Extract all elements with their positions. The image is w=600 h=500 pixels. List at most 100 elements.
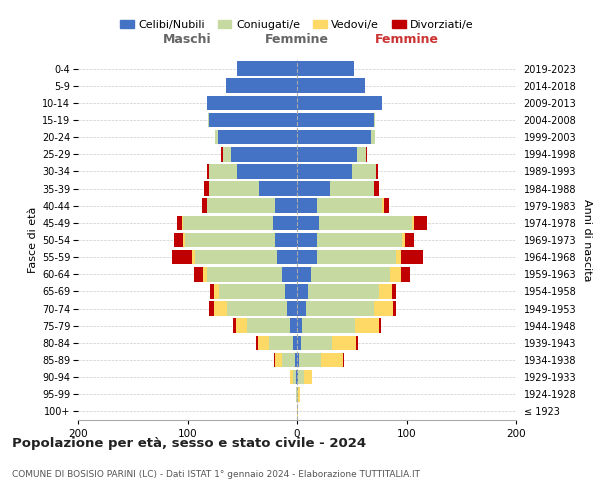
- Bar: [214, 284, 219, 298]
- Bar: [390, 267, 401, 281]
- Bar: [297, 352, 299, 368]
- Bar: [185, 232, 275, 248]
- Bar: [214, 302, 227, 316]
- Bar: [298, 387, 300, 402]
- Bar: [237, 62, 297, 76]
- Bar: [236, 318, 247, 333]
- Bar: [332, 336, 356, 350]
- Bar: [207, 96, 297, 110]
- Bar: [343, 352, 344, 368]
- Bar: [304, 370, 313, 384]
- Text: Femmine: Femmine: [374, 32, 439, 46]
- Bar: [297, 62, 354, 76]
- Bar: [293, 370, 296, 384]
- Bar: [204, 182, 209, 196]
- Bar: [203, 267, 207, 281]
- Bar: [275, 198, 297, 213]
- Bar: [356, 336, 358, 350]
- Bar: [182, 216, 183, 230]
- Bar: [383, 198, 389, 213]
- Bar: [402, 232, 406, 248]
- Bar: [297, 318, 302, 333]
- Bar: [355, 318, 379, 333]
- Bar: [379, 318, 382, 333]
- Bar: [297, 404, 298, 418]
- Text: Popolazione per età, sesso e stato civile - 2024: Popolazione per età, sesso e stato civil…: [12, 438, 366, 450]
- Bar: [376, 164, 378, 178]
- Bar: [209, 182, 259, 196]
- Bar: [412, 216, 414, 230]
- Bar: [317, 232, 402, 248]
- Bar: [194, 267, 203, 281]
- Bar: [297, 78, 365, 93]
- Bar: [192, 250, 195, 264]
- Bar: [277, 250, 297, 264]
- Text: COMUNE DI BOSISIO PARINI (LC) - Dati ISTAT 1° gennaio 2024 - Elaborazione TUTTIT: COMUNE DI BOSISIO PARINI (LC) - Dati IST…: [12, 470, 420, 479]
- Bar: [275, 352, 281, 368]
- Bar: [374, 182, 379, 196]
- Bar: [296, 370, 297, 384]
- Bar: [395, 250, 401, 264]
- Bar: [211, 284, 214, 298]
- Bar: [209, 302, 214, 316]
- Bar: [297, 96, 382, 110]
- Bar: [215, 130, 218, 144]
- Bar: [297, 147, 357, 162]
- Bar: [202, 198, 207, 213]
- Bar: [371, 130, 375, 144]
- Bar: [352, 164, 376, 178]
- Bar: [274, 352, 275, 368]
- Bar: [297, 250, 317, 264]
- Legend: Celibi/Nubili, Coniugati/e, Vedovi/e, Divorziati/e: Celibi/Nubili, Coniugati/e, Vedovi/e, Di…: [116, 15, 478, 34]
- Bar: [306, 302, 374, 316]
- Bar: [259, 182, 297, 196]
- Bar: [275, 232, 297, 248]
- Bar: [237, 164, 297, 178]
- Bar: [295, 352, 297, 368]
- Bar: [297, 130, 371, 144]
- Bar: [247, 318, 290, 333]
- Bar: [297, 216, 319, 230]
- Bar: [394, 302, 395, 316]
- Bar: [256, 336, 257, 350]
- Bar: [297, 387, 298, 402]
- Bar: [195, 250, 277, 264]
- Bar: [208, 112, 209, 128]
- Bar: [319, 216, 412, 230]
- Bar: [297, 284, 308, 298]
- Bar: [257, 336, 269, 350]
- Bar: [297, 182, 330, 196]
- Bar: [296, 387, 297, 402]
- Bar: [207, 164, 209, 178]
- Bar: [317, 198, 382, 213]
- Bar: [297, 198, 317, 213]
- Bar: [290, 318, 297, 333]
- Bar: [226, 78, 297, 93]
- Bar: [297, 112, 374, 128]
- Bar: [374, 112, 375, 128]
- Bar: [301, 336, 332, 350]
- Bar: [285, 284, 297, 298]
- Bar: [299, 352, 321, 368]
- Text: Femmine: Femmine: [265, 32, 329, 46]
- Bar: [176, 216, 182, 230]
- Bar: [227, 302, 287, 316]
- Bar: [302, 318, 355, 333]
- Bar: [298, 370, 304, 384]
- Bar: [297, 267, 311, 281]
- Y-axis label: Fasce di età: Fasce di età: [28, 207, 38, 273]
- Bar: [207, 267, 281, 281]
- Bar: [382, 198, 383, 213]
- Bar: [221, 147, 223, 162]
- Bar: [308, 284, 379, 298]
- Bar: [297, 164, 352, 178]
- Bar: [392, 284, 395, 298]
- Bar: [219, 284, 285, 298]
- Bar: [321, 352, 343, 368]
- Bar: [406, 232, 414, 248]
- Bar: [401, 250, 423, 264]
- Bar: [293, 336, 297, 350]
- Bar: [183, 232, 185, 248]
- Text: Maschi: Maschi: [163, 32, 212, 46]
- Bar: [374, 302, 394, 316]
